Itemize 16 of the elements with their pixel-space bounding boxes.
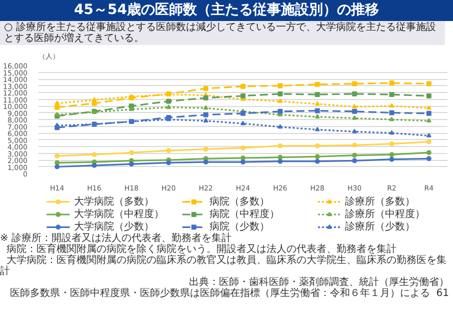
text: 病院：医育機関附属の病院を除く病院をいう。開設者又は法人の代表者、勤務者を集計 bbox=[6, 244, 396, 255]
chart-title: 45～54歳の医師数（主たる従事施設別）の推移 bbox=[74, 0, 379, 20]
legend-label: 病院（多数） bbox=[209, 195, 270, 208]
legend-label: 病院（中程度） bbox=[209, 208, 280, 220]
legend-label: 大学病院（多数） bbox=[74, 195, 154, 208]
text: 大学病院：医育機関附属の病院の臨床系の教官又は教員、臨床系の大学院生、臨床系の勤務医を集計 bbox=[0, 255, 446, 277]
chart-subtitle: ○ 診療所を主たる従事施設とする医師数は減少してきている一方で、大学病院を主たる従事施設とする医師が増えてきている。 bbox=[4, 22, 437, 44]
legend-label: 大学病院（中程度） bbox=[74, 208, 164, 220]
legend-label: 病院（少数） bbox=[209, 220, 270, 233]
source-note: 出典：医師・歯科医師・薬剤師調査、統計（厚生労働省） bbox=[189, 277, 449, 288]
legend-label: 診療所（多数） bbox=[345, 195, 416, 208]
text: ※ 診療所：開設者又は法人の代表者、勤務者を集計 bbox=[0, 233, 232, 244]
legend-label: 診療所（少数） bbox=[345, 220, 416, 233]
text: 医師多数県・医師中程度県・医師少数県は医師偏在指標（厚生労働省：令和６年１月）による 61 bbox=[10, 288, 449, 299]
legend-label: 大学病院（少数） bbox=[74, 220, 154, 233]
legend-label: 診療所（中程度） bbox=[345, 208, 426, 220]
